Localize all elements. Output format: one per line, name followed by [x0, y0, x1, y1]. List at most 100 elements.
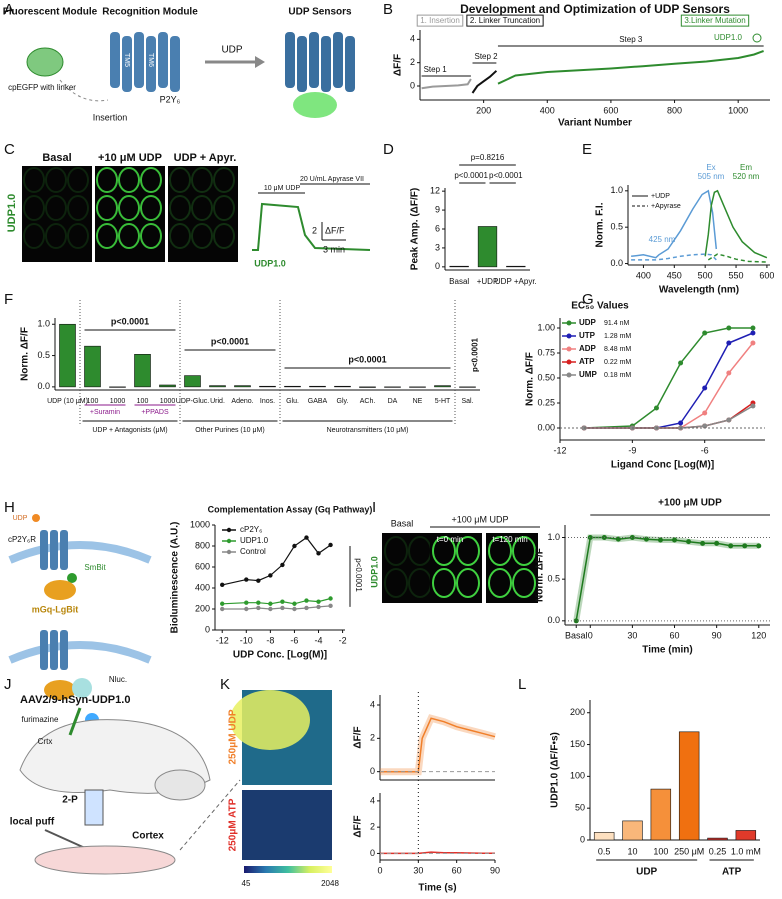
- x-tick-label: 0: [377, 865, 382, 875]
- marker: [316, 599, 321, 604]
- cell: [67, 167, 89, 193]
- panel-letter: H: [4, 499, 15, 516]
- y-tick-label: 600: [195, 561, 210, 571]
- bar: [59, 323, 76, 388]
- x-tick-label: 60: [670, 630, 680, 640]
- chart-title: Complementation Assay (Gq Pathway): [208, 504, 373, 514]
- micrograph: [95, 166, 165, 262]
- marker: [726, 325, 732, 331]
- cell: [118, 167, 140, 193]
- module-title: Fluorescent Module: [3, 7, 98, 18]
- x-tick-label: UDP-Gluc.: [176, 398, 210, 405]
- y-tick-label: 0.25: [537, 397, 555, 407]
- helix: [146, 36, 156, 92]
- cell: [96, 195, 118, 221]
- cell: [140, 167, 162, 193]
- marker: [587, 535, 593, 540]
- x-tick-label: 600: [759, 270, 774, 280]
- cell: [512, 568, 536, 598]
- marker: [256, 600, 261, 605]
- marker: [643, 536, 649, 542]
- cerebellum: [154, 769, 206, 801]
- cell: [488, 568, 512, 598]
- smbit: [67, 573, 77, 583]
- y-tick-label: 4: [370, 795, 375, 805]
- y-axis-label: Norm. ΔF/F: [535, 548, 546, 602]
- panel-letter: B: [383, 1, 393, 18]
- x-tick-label: ACh.: [360, 398, 376, 405]
- line: [704, 189, 768, 259]
- x-tick-label: 800: [667, 105, 682, 115]
- x-tick-label: Glu.: [286, 398, 299, 405]
- annotation: Em: [740, 163, 752, 172]
- annotation: 505 nm: [698, 172, 725, 181]
- y-axis-label: Norm. ΔF/F: [20, 327, 31, 381]
- label: UDP: [636, 867, 657, 878]
- label: ΔF/F: [325, 225, 345, 235]
- x-tick-label: 400: [636, 270, 651, 280]
- y-axis-label: Peak Amp. (ΔF/F): [410, 188, 421, 270]
- label: Cortex: [132, 831, 164, 842]
- cell: [67, 223, 89, 249]
- trace: [252, 202, 371, 251]
- label: Crtx: [38, 737, 53, 746]
- legend-value: 0.18 mM: [604, 372, 631, 379]
- legend-marker: [226, 527, 232, 533]
- x-tick-label: -4: [315, 635, 323, 645]
- micrograph: [22, 166, 92, 262]
- bar: [434, 385, 451, 388]
- marker: [686, 539, 692, 545]
- legend-box: [680, 14, 750, 27]
- panel-letter: E: [582, 141, 592, 158]
- ligand: [32, 514, 40, 522]
- label: +10 μM UDP: [98, 152, 162, 164]
- y-tick-label: 0.5: [547, 574, 560, 584]
- y-tick-label: 1.00: [537, 322, 555, 332]
- label: UDP1.0: [369, 556, 379, 588]
- y-tick-label: 0.5: [37, 350, 50, 360]
- x-tick-label: 1000: [110, 398, 126, 405]
- y-axis-label: Norm. ΔF/F: [525, 352, 536, 406]
- cell: [488, 536, 512, 566]
- x-axis-label: Time (s): [418, 883, 456, 894]
- y-axis-label: UDP1.0 (ΔF/F•s): [550, 732, 561, 808]
- x-tick-label: 250 μM: [674, 846, 704, 856]
- label: +Suramin: [90, 409, 120, 416]
- chart-title: +100 μM UDP: [658, 498, 722, 509]
- legend-marker: [566, 320, 572, 326]
- x-axis-label: UDP Conc. [Log(M)]: [233, 650, 327, 661]
- legend-marker: [226, 549, 232, 555]
- label: +PPADS: [141, 409, 169, 416]
- marker: [726, 340, 732, 346]
- marker: [304, 535, 309, 540]
- bar: [234, 385, 251, 388]
- marker: [629, 535, 635, 540]
- x-tick-label: -10: [240, 635, 253, 645]
- marker: [714, 540, 720, 546]
- x-tick-label: Basal: [565, 630, 588, 640]
- arrowhead: [255, 56, 265, 68]
- cell: [96, 167, 118, 193]
- marker: [700, 540, 706, 546]
- y-tick-label: 1.0: [610, 185, 623, 195]
- label: TM6: [147, 53, 154, 67]
- helix: [40, 630, 48, 670]
- marker: [726, 370, 732, 376]
- bar: [309, 385, 326, 388]
- marker: [280, 599, 285, 604]
- x-tick-label: 30: [413, 865, 423, 875]
- marker: [678, 420, 684, 426]
- legend-label: ATP: [579, 357, 595, 366]
- bar: [622, 820, 643, 841]
- legend-label: UDP1.0: [240, 536, 269, 545]
- label: TM5: [123, 53, 130, 67]
- label: local puff: [10, 817, 55, 828]
- panel-letter: L: [518, 676, 526, 693]
- y-tick-label: 0.0: [547, 615, 560, 625]
- y-tick-label: 0.00: [537, 422, 555, 432]
- helix: [345, 36, 355, 92]
- x-tick-label: 30: [627, 630, 637, 640]
- x-tick-label: 1000: [728, 105, 748, 115]
- label: 10 μM UDP: [264, 185, 301, 192]
- line: [584, 405, 754, 429]
